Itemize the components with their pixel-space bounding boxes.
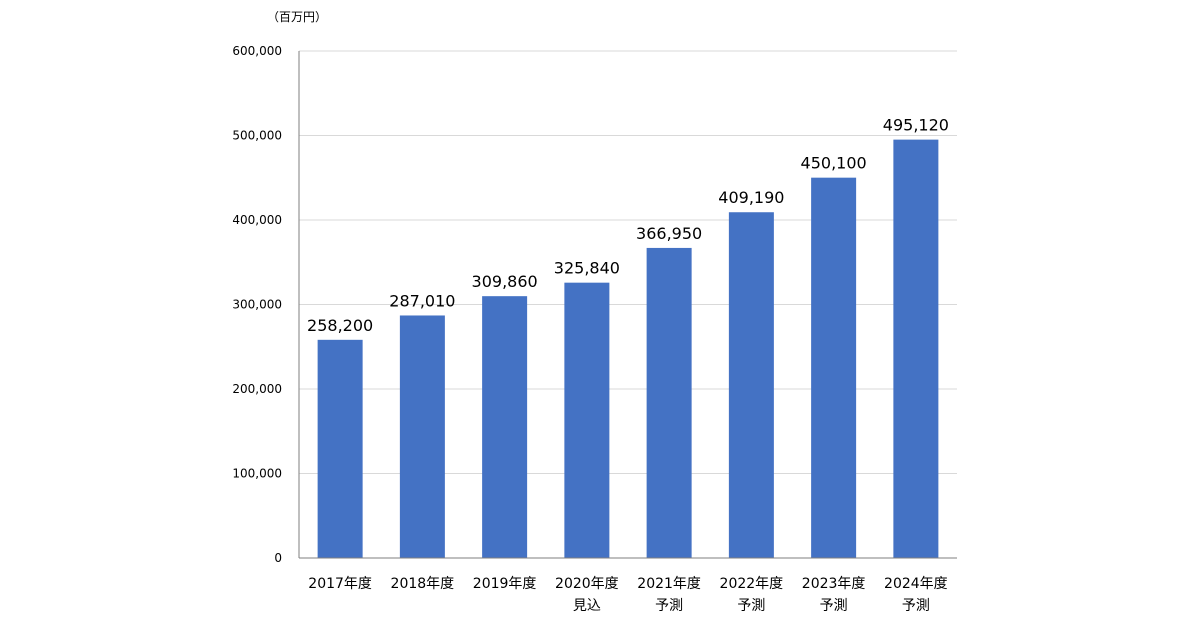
x-category-label: 2019年度 [473,576,537,592]
x-category-label: 2018年度 [391,576,455,592]
x-category-label: 2021年度予測 [637,576,701,614]
axes [298,51,957,559]
x-category-label: 2020年度見込 [555,576,619,614]
bar [811,177,857,558]
y-tick-label: 0 [274,551,282,565]
bar [317,339,363,558]
data-label: 450,100 [801,154,867,173]
y-tick-label: 200,000 [232,382,282,396]
gridlines [299,50,957,474]
bar [893,139,939,558]
x-category-label: 2023年度予測 [802,576,866,614]
x-category-label: 2017年度 [308,576,372,592]
x-category-label: 2022年度予測 [720,576,784,614]
bar [482,296,528,558]
bar [728,212,774,559]
x-category-labels: 2017年度 2018年度 2019年度 2020年度見込 2021年度予測 2022年度… [308,576,947,614]
data-label: 287,010 [389,291,455,310]
x-category-label: 2024年度予測 [884,576,948,614]
bar [399,315,445,558]
bar [646,247,692,558]
y-tick-label: 300,000 [232,298,282,312]
data-label: 258,200 [307,316,373,335]
bars [317,139,939,559]
y-tick-labels: 0 100,000 200,000 300,000 400,000 500,000 600,… [232,44,282,565]
bar [564,282,610,558]
data-label: 366,950 [636,224,702,243]
data-label: 409,190 [718,188,784,207]
y-tick-label: 400,000 [232,213,282,227]
data-labels: 258,200 287,010 309,860 325,840 366,950 409,1… [307,116,949,335]
data-label: 495,120 [883,116,949,135]
data-label: 309,860 [472,272,538,291]
y-tick-label: 500,000 [232,129,282,143]
y-tick-label: 100,000 [232,467,282,481]
unit-label: （百万円） [267,10,327,24]
data-label: 325,840 [554,259,620,278]
y-tick-label: 600,000 [232,44,282,58]
